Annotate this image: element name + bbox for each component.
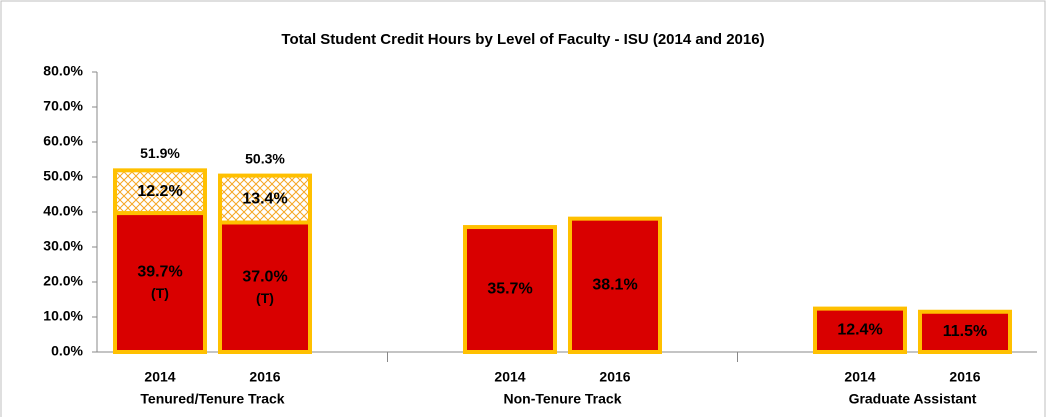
value-label: 38.1% bbox=[592, 277, 637, 294]
group-label: Tenured/Tenure Track bbox=[140, 391, 284, 407]
bar-segment bbox=[218, 220, 312, 354]
y-tick-label: 60.0% bbox=[43, 133, 83, 149]
x-tick-label: 2016 bbox=[249, 369, 280, 385]
value-label: 39.7% bbox=[137, 264, 182, 281]
bar-segment bbox=[918, 309, 1012, 354]
x-tick-label: 2016 bbox=[949, 369, 980, 385]
x-tick-label: 2016 bbox=[599, 369, 630, 385]
bar-segment bbox=[568, 216, 662, 354]
x-tick-label: 2014 bbox=[494, 369, 525, 385]
bar-segment bbox=[113, 211, 207, 354]
bar-segment bbox=[463, 225, 557, 354]
value-label: 12.2% bbox=[137, 183, 182, 200]
value-label: 12.4% bbox=[837, 322, 882, 339]
value-label: 35.7% bbox=[487, 281, 532, 298]
value-label: 37.0% bbox=[242, 268, 287, 285]
y-tick-label: 0.0% bbox=[51, 343, 83, 359]
group-label: Non-Tenure Track bbox=[504, 391, 622, 407]
bar-segment bbox=[113, 168, 207, 216]
y-tick-label: 20.0% bbox=[43, 273, 83, 289]
y-tick-label: 50.0% bbox=[43, 168, 83, 184]
value-label: 11.5% bbox=[943, 323, 987, 340]
y-tick-label: 10.0% bbox=[43, 308, 83, 324]
total-label: 51.9% bbox=[140, 145, 180, 161]
x-tick-label: 2014 bbox=[844, 369, 875, 385]
value-note: (T) bbox=[151, 285, 169, 301]
y-tick-label: 30.0% bbox=[43, 238, 83, 254]
y-tick-label: 70.0% bbox=[43, 98, 83, 114]
y-tick-label: 80.0% bbox=[43, 63, 83, 79]
value-label: 13.4% bbox=[242, 190, 287, 207]
bar-segment bbox=[813, 306, 907, 355]
y-tick-label: 40.0% bbox=[43, 203, 83, 219]
group-label: Graduate Assistant bbox=[849, 391, 977, 407]
total-label: 50.3% bbox=[245, 151, 285, 167]
chart-title: Total Student Credit Hours by Level of F… bbox=[281, 31, 764, 48]
bar-segment bbox=[218, 173, 312, 225]
value-note: (T) bbox=[256, 290, 274, 306]
x-tick-label: 2014 bbox=[144, 369, 175, 385]
